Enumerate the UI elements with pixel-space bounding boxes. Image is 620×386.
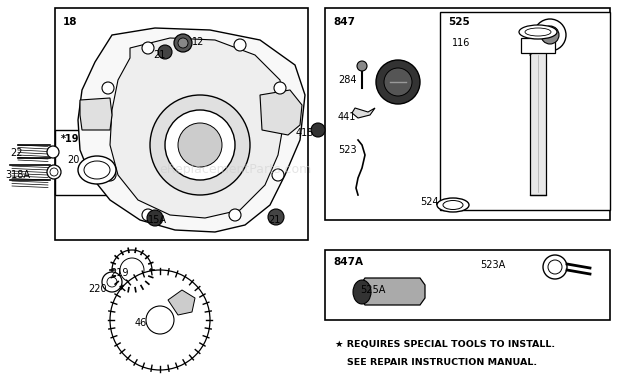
Polygon shape xyxy=(260,90,302,135)
Text: 21: 21 xyxy=(268,215,280,225)
Circle shape xyxy=(165,110,235,180)
Ellipse shape xyxy=(437,198,469,212)
Circle shape xyxy=(120,258,144,282)
Ellipse shape xyxy=(84,161,110,179)
Circle shape xyxy=(146,306,174,334)
Text: 22: 22 xyxy=(10,148,22,158)
Circle shape xyxy=(376,60,420,104)
Polygon shape xyxy=(110,38,285,218)
Polygon shape xyxy=(78,28,305,232)
Text: 18: 18 xyxy=(63,17,78,27)
Circle shape xyxy=(104,169,116,181)
Circle shape xyxy=(543,255,567,279)
Circle shape xyxy=(107,277,117,287)
Polygon shape xyxy=(352,108,375,118)
Text: 524: 524 xyxy=(420,197,438,207)
Text: 318A: 318A xyxy=(5,170,30,180)
Text: SEE REPAIR INSTRUCTION MANUAL.: SEE REPAIR INSTRUCTION MANUAL. xyxy=(347,358,537,367)
Text: 20: 20 xyxy=(67,155,79,165)
Bar xyxy=(521,38,555,53)
Text: 525A: 525A xyxy=(360,285,386,295)
Circle shape xyxy=(178,38,188,48)
Text: 116: 116 xyxy=(452,38,471,48)
Circle shape xyxy=(541,26,559,44)
Circle shape xyxy=(142,42,154,54)
Text: 46: 46 xyxy=(135,318,148,328)
Circle shape xyxy=(47,146,59,158)
Circle shape xyxy=(274,82,286,94)
Circle shape xyxy=(357,61,367,71)
Bar xyxy=(440,12,610,210)
Ellipse shape xyxy=(519,25,557,39)
Text: 219: 219 xyxy=(110,268,128,278)
Bar xyxy=(55,130,138,195)
Circle shape xyxy=(47,165,61,179)
Text: 523: 523 xyxy=(338,145,356,155)
Text: 523A: 523A xyxy=(480,260,505,270)
Circle shape xyxy=(158,45,172,59)
Circle shape xyxy=(174,34,192,52)
Bar xyxy=(325,8,610,220)
Bar xyxy=(325,250,610,320)
Text: 220: 220 xyxy=(88,284,107,294)
Text: *19: *19 xyxy=(61,134,79,144)
Text: 415: 415 xyxy=(296,128,314,138)
Circle shape xyxy=(102,82,114,94)
Circle shape xyxy=(142,209,154,221)
Circle shape xyxy=(311,123,325,137)
Polygon shape xyxy=(360,278,425,305)
Text: ★ REQUIRES SPECIAL TOOLS TO INSTALL.: ★ REQUIRES SPECIAL TOOLS TO INSTALL. xyxy=(335,340,555,349)
Text: 21: 21 xyxy=(153,50,166,60)
Circle shape xyxy=(150,95,250,195)
Circle shape xyxy=(147,210,163,226)
Circle shape xyxy=(534,19,566,51)
Circle shape xyxy=(548,260,562,274)
Circle shape xyxy=(110,270,210,370)
Circle shape xyxy=(268,209,284,225)
Ellipse shape xyxy=(443,200,463,210)
Text: 12: 12 xyxy=(192,37,205,47)
Text: 525: 525 xyxy=(448,17,470,27)
Circle shape xyxy=(178,123,222,167)
Text: 847: 847 xyxy=(333,17,355,27)
Circle shape xyxy=(384,68,412,96)
Text: 847A: 847A xyxy=(333,257,363,267)
Circle shape xyxy=(102,272,122,292)
Circle shape xyxy=(234,39,246,51)
Circle shape xyxy=(50,168,58,176)
Text: eReplacementParts.com: eReplacementParts.com xyxy=(159,163,312,176)
Bar xyxy=(530,50,546,195)
Ellipse shape xyxy=(353,280,371,304)
Circle shape xyxy=(112,250,152,290)
Polygon shape xyxy=(80,98,112,130)
Text: 15A: 15A xyxy=(148,215,167,225)
Ellipse shape xyxy=(525,28,551,36)
Circle shape xyxy=(229,209,241,221)
Polygon shape xyxy=(168,290,195,315)
Text: 441: 441 xyxy=(338,112,356,122)
Text: 284: 284 xyxy=(338,75,356,85)
Circle shape xyxy=(272,169,284,181)
Bar xyxy=(55,8,308,240)
Ellipse shape xyxy=(78,156,116,184)
